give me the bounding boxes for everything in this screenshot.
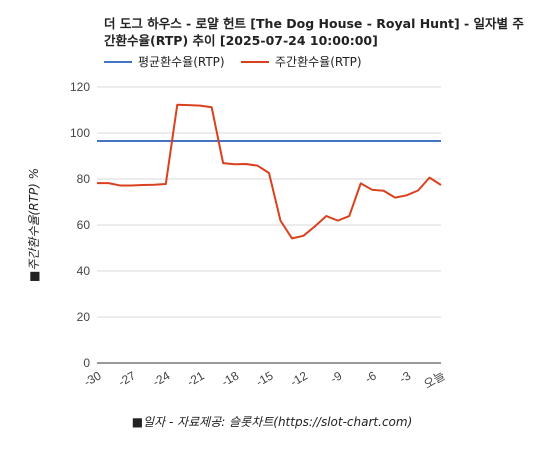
y-tick-label: 100 xyxy=(70,126,90,140)
y-tick-label: 0 xyxy=(83,356,90,370)
y-tick-label: 60 xyxy=(77,218,91,232)
y-tick-label: 120 xyxy=(70,80,90,94)
legend-label: 주간환수율(RTP) xyxy=(275,55,362,69)
x-tick-label: 오늘 xyxy=(421,368,447,391)
x-tick-label: -12 xyxy=(288,368,310,389)
x-tick-label: -9 xyxy=(328,368,345,386)
weekly-rtp-line xyxy=(97,103,442,240)
x-tick-label: -21 xyxy=(185,368,207,389)
x-tick-label: -15 xyxy=(253,368,275,389)
y-tick-label: 40 xyxy=(77,264,91,278)
x-tick-label: -3 xyxy=(397,368,414,386)
y-tick-label: 80 xyxy=(77,172,91,186)
x-axis-title: ■일자 - 자료제공: 슬롯차트(https://slot-chart.com) xyxy=(132,415,413,429)
chart-title: 더 도그 하우스 - 로얄 헌트 [The Dog House - Royal … xyxy=(104,16,524,48)
y-tick-label: 20 xyxy=(77,310,91,324)
x-tick-label: -30 xyxy=(81,368,103,389)
x-tick-label: -24 xyxy=(150,368,172,389)
x-tick-label: -6 xyxy=(362,368,379,386)
x-tick-label: -18 xyxy=(219,368,241,389)
legend-label: 평균환수율(RTP) xyxy=(138,55,225,69)
y-axis-title: ■주간환수율(RTP) % xyxy=(27,168,41,282)
x-tick-label: -27 xyxy=(116,368,138,389)
